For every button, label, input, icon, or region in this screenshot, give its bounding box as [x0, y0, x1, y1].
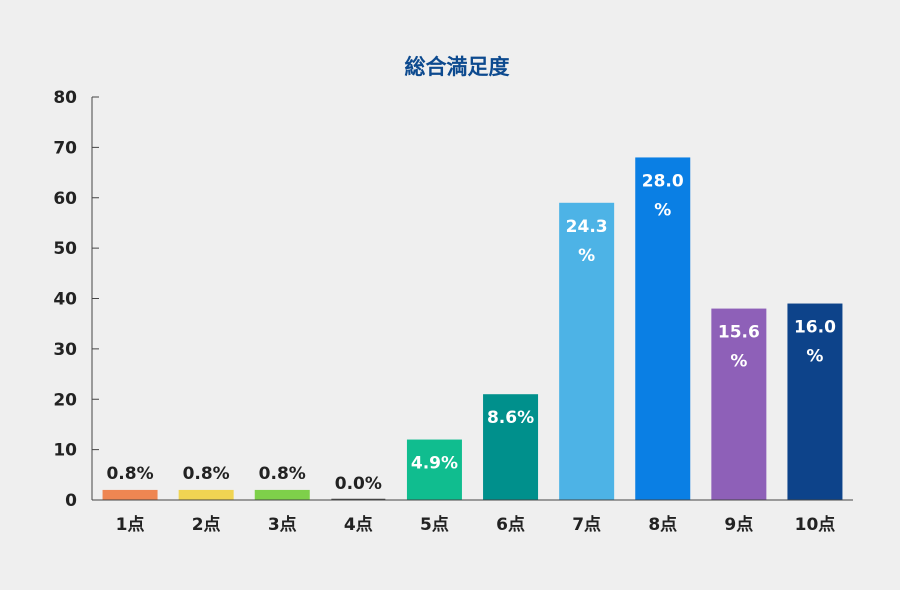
y-tick-label: 0 — [65, 491, 77, 511]
x-tick-label: 2点 — [192, 514, 221, 535]
y-tick-label: 10 — [53, 441, 77, 461]
x-tick-label: 1点 — [116, 514, 145, 535]
data-label: 0.8% — [106, 464, 153, 484]
data-label: 0.0% — [335, 474, 382, 494]
x-tick-label: 4点 — [344, 514, 373, 535]
y-tick-label: 20 — [53, 390, 77, 410]
x-tick-label: 9点 — [724, 514, 753, 535]
bars — [102, 157, 843, 501]
bar-6点 — [483, 394, 539, 500]
bar-9点 — [711, 308, 767, 500]
x-tick-label: 7点 — [572, 514, 601, 535]
y-tick-label: 50 — [53, 239, 77, 259]
y-tick-label: 80 — [53, 88, 77, 108]
bar-3点 — [254, 489, 310, 500]
y-tick-label: 40 — [53, 290, 77, 310]
bar-5点 — [406, 439, 462, 500]
data-label: 15.6% — [718, 323, 760, 372]
data-label: 0.8% — [183, 464, 230, 484]
y-tick-label: 30 — [53, 340, 77, 360]
x-tick-label: 3点 — [268, 514, 297, 535]
x-axis: 1点 2点 3点 4点 5点 6点 7点 8点 9点 10点 — [92, 499, 853, 535]
bar-8点 — [635, 157, 691, 500]
x-tick-label: 6点 — [496, 514, 525, 535]
data-label: 8.6% — [487, 408, 534, 428]
bar-7点 — [559, 202, 615, 500]
bar-10点 — [787, 303, 843, 500]
data-label: 16.0% — [794, 318, 836, 367]
data-label: 24.3% — [566, 217, 608, 266]
bar-1点 — [102, 489, 158, 500]
data-label: 28.0% — [642, 171, 684, 220]
chart-title: 総合満足度 — [405, 55, 510, 79]
y-tick-label: 60 — [53, 189, 77, 209]
y-tick-label: 70 — [53, 138, 77, 158]
data-label: 4.9% — [411, 454, 458, 474]
data-label: 0.8% — [259, 464, 306, 484]
data-labels: 0.8% 0.8% 0.8% 0.0% 4.9% 8.6% 24.3 % 28.0 % 15.6 % 1… — [106, 171, 836, 494]
x-tick-label: 5点 — [420, 514, 449, 535]
x-tick-label: 10点 — [795, 514, 836, 535]
bar-2点 — [178, 489, 234, 500]
y-axis: 0 10 20 30 40 50 60 70 80 — [53, 88, 99, 511]
x-tick-label: 8点 — [648, 514, 677, 535]
